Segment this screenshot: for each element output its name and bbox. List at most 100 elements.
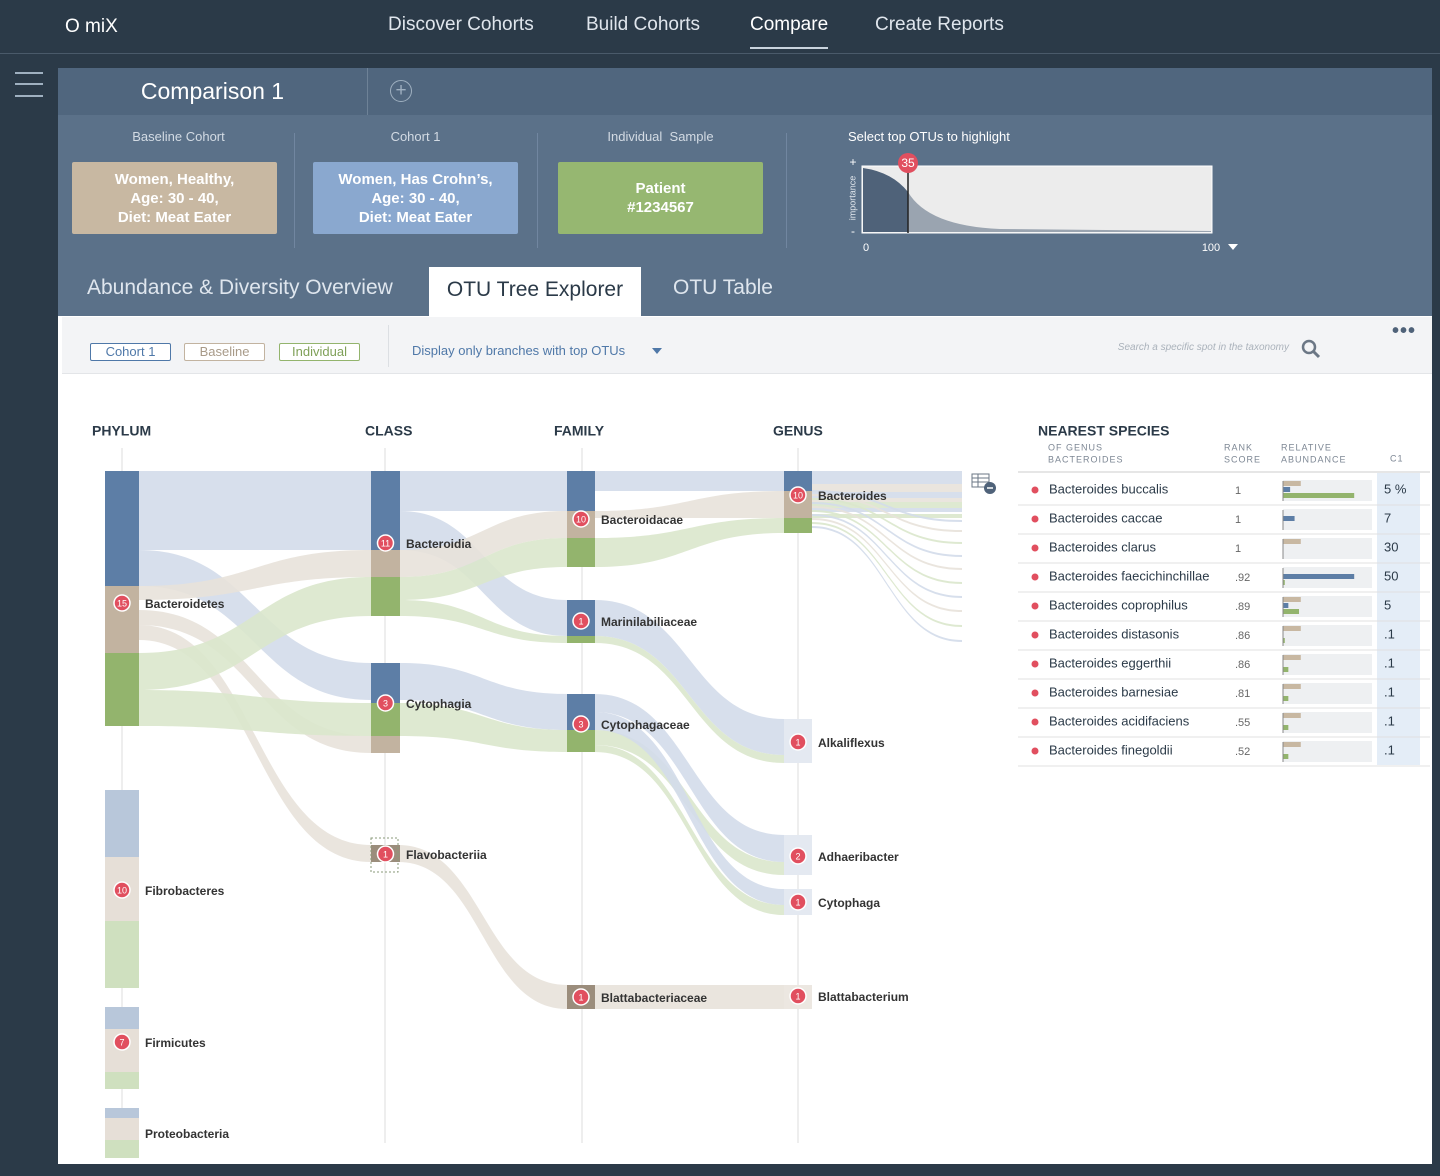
cohort-box[interactable]: Women, Has Crohn’s, Age: 30 - 40, Diet: Me…	[313, 162, 518, 234]
divider	[786, 133, 787, 248]
comparison-tab[interactable]: Comparison 1	[58, 68, 368, 115]
abundance-bar	[1283, 597, 1301, 602]
abundance-bar	[1283, 481, 1301, 486]
node-segment	[784, 471, 812, 491]
tab-active[interactable]: OTU Tree Explorer	[429, 267, 641, 317]
flow	[595, 636, 784, 763]
flow	[812, 526, 962, 642]
search-icon[interactable]	[1300, 338, 1322, 360]
cohort-line: Diet: Meat Eater	[117, 208, 232, 226]
nav-item[interactable]: Build Cohorts	[586, 14, 701, 35]
column-header: SCORE	[1224, 454, 1261, 464]
node-label: Bacteroides	[818, 489, 887, 503]
axis-minus: -	[851, 224, 855, 238]
dropdown-caret[interactable]	[652, 348, 662, 354]
node-count-badge	[113, 1033, 131, 1051]
nav-item-active[interactable]: Compare	[750, 14, 829, 49]
add-comparison[interactable]: +	[390, 80, 412, 102]
node-count-badge	[113, 594, 131, 612]
species-name: Bacteroides acidifaciens	[1049, 713, 1190, 728]
node-segment	[371, 577, 400, 616]
node-count-badge	[572, 612, 590, 630]
node-label: Bacteroidia	[406, 537, 472, 551]
species-name: Bacteroides eggerthii	[1049, 655, 1171, 670]
flow	[812, 498, 962, 544]
flow	[812, 484, 962, 492]
nav-item[interactable]: Create Reports	[875, 14, 1004, 35]
flow	[812, 490, 962, 522]
node-label: Blattabacterium	[818, 990, 909, 1004]
nav-item[interactable]: Discover Cohorts	[388, 14, 534, 35]
cohort-label: Baseline Cohort	[132, 129, 225, 144]
node-count: 2	[795, 851, 800, 861]
column-header: ABUNDANCE	[1281, 454, 1347, 464]
rank-score: 1	[1235, 543, 1241, 555]
tab[interactable]: Abundance & Diversity Overview	[87, 276, 393, 299]
column-header: RELATIVE	[1281, 442, 1332, 452]
otu-title: Select top OTUs to highlight	[848, 129, 1010, 144]
branch-dropdown[interactable]: Display only branches with top OTUs	[412, 343, 626, 358]
abundance-bar	[1283, 725, 1289, 730]
flow	[812, 471, 962, 484]
abundance-bar	[1283, 754, 1289, 759]
species-name: Bacteroides barnesiae	[1049, 684, 1178, 699]
cohort-label: Cohort 1	[390, 129, 441, 144]
node-count-badge	[572, 510, 590, 528]
abundance-bar	[1283, 603, 1289, 608]
flow	[812, 506, 962, 570]
node-segment	[105, 1072, 139, 1089]
flow	[400, 538, 567, 600]
species-name: Bacteroides finegoldii	[1049, 742, 1173, 757]
otu-marker-value: 35	[901, 156, 915, 170]
menu-icon[interactable]	[15, 72, 43, 97]
node-label: Cytophagia	[406, 697, 472, 711]
node-count: 10	[576, 514, 586, 524]
flow	[595, 712, 784, 905]
node-label: Marinilabiliaceae	[601, 615, 697, 629]
rank-score: .86	[1235, 630, 1250, 642]
abundance-bar	[1283, 487, 1291, 492]
cohort-box[interactable]: Patient #1234567	[558, 162, 763, 234]
table-toggle-icon[interactable]	[971, 473, 996, 494]
cohort-label: Individual Sample	[607, 129, 714, 144]
abundance-bar	[1283, 684, 1301, 689]
species-name: Bacteroides clarus	[1049, 539, 1156, 554]
flow	[812, 522, 962, 627]
c1-value: 7	[1384, 510, 1391, 525]
abundance-bg	[1283, 683, 1372, 704]
node-label: Firmicutes	[145, 1036, 206, 1050]
node-count: 1	[578, 616, 583, 626]
flow	[398, 845, 567, 1009]
cohort-line: Diet: Meat Eater	[358, 208, 473, 226]
node-label: Bacteroidetes	[145, 597, 225, 611]
filter-chip[interactable]: Baseline	[184, 343, 265, 361]
range-caret[interactable]	[1228, 244, 1238, 250]
c1-value: .1	[1384, 742, 1395, 757]
node-label: Cytophagaceae	[601, 718, 690, 732]
otu-marker[interactable]	[898, 153, 918, 173]
node-count-badge	[789, 486, 807, 504]
column-header: RANK	[1224, 442, 1253, 452]
node-label: Fibrobacteres	[145, 884, 225, 898]
rank-score: .92	[1235, 572, 1250, 584]
tab[interactable]: OTU Table	[673, 276, 773, 299]
node-count-badge	[789, 987, 807, 1005]
otu-selector[interactable]: 35 + - importance 0 100	[840, 150, 1260, 260]
flow	[139, 610, 371, 753]
otu-curve-selected	[863, 168, 908, 232]
row-dot	[1031, 573, 1039, 581]
flow	[595, 518, 784, 567]
node-count: 1	[383, 849, 388, 859]
node-label: Alkaliflexus	[818, 736, 885, 750]
rank-score: .81	[1235, 688, 1250, 700]
node-count: 10	[117, 885, 127, 895]
filter-chip[interactable]: Individual	[279, 343, 360, 361]
cohort-line: Patient	[635, 180, 686, 197]
cohort-box[interactable]: Women, Healthy, Age: 30 - 40, Diet: Meat E…	[72, 162, 277, 234]
search-input[interactable]: Search a specific spot in the taxonomy	[1117, 342, 1289, 353]
filter-chip[interactable]: Cohort 1	[90, 343, 171, 361]
row-dot	[1031, 486, 1039, 494]
more-menu[interactable]: •••	[1392, 320, 1417, 342]
species-name: Bacteroides caccae	[1049, 510, 1162, 525]
c1-value: .1	[1384, 655, 1395, 670]
